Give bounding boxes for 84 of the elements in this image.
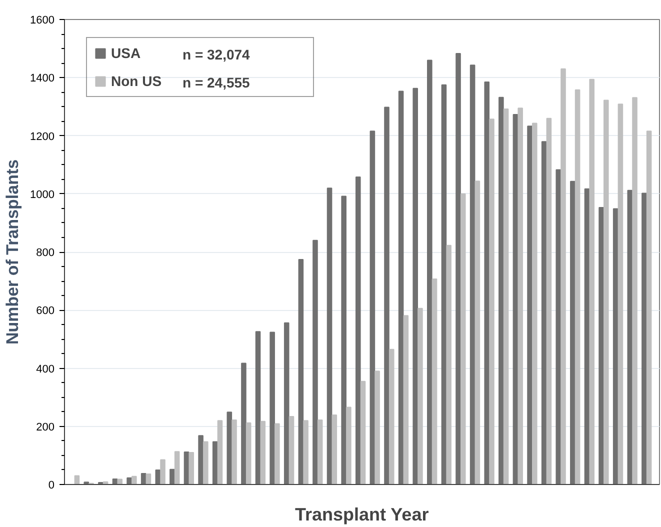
bar	[246, 422, 252, 484]
bar	[317, 419, 323, 484]
y-tick-label: 600	[36, 305, 55, 318]
bar	[274, 423, 280, 484]
bar	[346, 406, 352, 484]
bar	[217, 420, 223, 484]
bar	[174, 451, 180, 484]
bar	[498, 96, 504, 484]
bar	[288, 416, 294, 484]
bar	[532, 122, 538, 484]
bar	[598, 207, 604, 484]
bar	[303, 420, 308, 484]
bar	[556, 169, 562, 484]
bar	[270, 332, 275, 484]
bar	[403, 315, 409, 484]
bar	[456, 53, 461, 484]
bar	[646, 130, 652, 484]
bar	[546, 118, 552, 484]
bar	[117, 478, 122, 484]
bar	[326, 188, 332, 484]
bar	[412, 88, 418, 484]
bar	[632, 97, 638, 484]
bar	[570, 180, 576, 484]
bar	[618, 104, 624, 484]
bar	[427, 60, 432, 484]
y-tick-label: 800	[36, 247, 55, 259]
bar	[541, 141, 547, 484]
bar	[260, 420, 266, 484]
bar	[298, 259, 304, 484]
bar	[503, 108, 509, 484]
y-tick-label: 1200	[30, 130, 55, 143]
bar	[341, 196, 346, 484]
y-tick-label: 200	[36, 421, 55, 434]
bar	[146, 474, 152, 484]
bar	[255, 331, 261, 484]
bar	[203, 441, 208, 484]
bar	[612, 208, 618, 484]
bar	[518, 108, 523, 484]
bar	[388, 348, 394, 484]
bar	[284, 322, 290, 484]
bar	[560, 68, 566, 484]
bar	[198, 435, 204, 484]
y-tick-label: 1000	[30, 188, 55, 201]
bar	[604, 100, 609, 484]
y-tick-label: 0	[48, 480, 55, 492]
bar	[470, 64, 476, 484]
y-tick-label: 1400	[30, 72, 55, 85]
y-tick-label: 1600	[30, 14, 55, 26]
bar	[160, 459, 166, 484]
bar	[642, 192, 647, 484]
bar	[627, 190, 633, 484]
bar	[241, 362, 246, 484]
bar	[374, 370, 380, 484]
legend-label: Non US	[111, 73, 162, 89]
bar	[589, 78, 594, 484]
bar	[474, 180, 480, 484]
bar	[132, 476, 137, 484]
bar	[140, 472, 146, 484]
y-axis-title: Number of Transplants	[3, 159, 22, 345]
bar	[370, 130, 376, 484]
bar	[360, 380, 366, 484]
bar	[355, 176, 361, 484]
bar	[574, 89, 580, 484]
bar	[432, 278, 438, 484]
bar	[446, 244, 452, 484]
bar	[212, 441, 218, 484]
legend-label: USA	[111, 45, 141, 61]
y-tick-label: 400	[36, 363, 55, 376]
bar	[188, 452, 194, 484]
bar	[84, 482, 90, 484]
annotation: n = 32,074	[182, 46, 250, 62]
bar	[170, 468, 175, 484]
bar	[384, 106, 390, 484]
x-axis-title: Transplant Year	[294, 504, 429, 524]
annotation: n = 24,555	[182, 74, 250, 90]
bar	[489, 118, 494, 484]
bar	[232, 419, 237, 484]
bar	[418, 308, 423, 484]
bar	[312, 240, 318, 484]
bar	[527, 126, 532, 484]
bar	[460, 193, 466, 484]
bar	[484, 81, 490, 484]
bar	[332, 414, 338, 484]
bar	[398, 90, 404, 484]
